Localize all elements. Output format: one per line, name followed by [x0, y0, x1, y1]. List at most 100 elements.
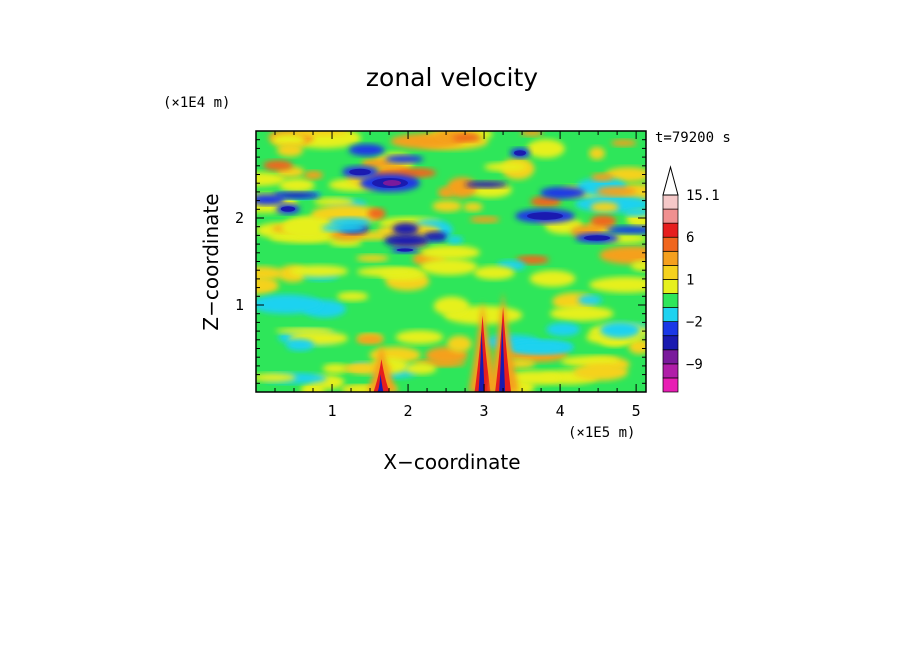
- contour-blob: [539, 186, 586, 199]
- contour-blob: [588, 147, 606, 160]
- contour-blob: [256, 276, 279, 295]
- contour-blob: [356, 266, 421, 277]
- contour-blob: [286, 339, 314, 351]
- contour-field: [256, 131, 646, 392]
- contour-blob: [514, 150, 526, 156]
- contour-blob: [280, 217, 336, 239]
- contour-blob: [600, 322, 640, 338]
- contour-blob: [527, 212, 563, 220]
- contour-blob: [342, 365, 370, 372]
- contour-blob: [520, 131, 544, 137]
- contour-blob: [420, 245, 481, 260]
- colorbar-extend-arrow: [662, 165, 679, 196]
- contour-blob: [384, 155, 424, 163]
- contour-blob: [526, 139, 565, 159]
- colorbar-band: [662, 307, 679, 322]
- colorbar-band: [662, 236, 679, 252]
- contour-blob: [590, 202, 619, 213]
- contour-blob: [356, 254, 389, 262]
- contour-blob: [373, 359, 390, 392]
- contour-blobs: [256, 131, 646, 392]
- contour-blob: [329, 238, 363, 247]
- contour-blob: [256, 172, 286, 187]
- contour-blob: [420, 258, 478, 276]
- contour-blob: [623, 208, 646, 217]
- contour-blob: [596, 186, 637, 197]
- contour-blob: [263, 160, 294, 171]
- y-tick-label: 2: [235, 209, 244, 227]
- contour-blob: [504, 370, 561, 386]
- contour-blob: [463, 202, 483, 212]
- colorbar-label: −2: [686, 315, 703, 331]
- y-axis-label: Z−coordinate: [199, 193, 223, 330]
- contour-blob: [396, 248, 414, 252]
- contour-blob: [291, 131, 349, 136]
- contour-blob: [446, 177, 478, 198]
- contour-blob: [256, 194, 286, 205]
- contour-blob: [478, 330, 485, 392]
- colorbar-label: 6: [686, 230, 694, 246]
- contour-blob: [578, 295, 602, 305]
- y-axis-ticks: 12: [235, 139, 646, 384]
- contour-blob: [336, 291, 369, 302]
- colorbar-band: [662, 279, 679, 294]
- contour-blob: [367, 207, 386, 220]
- contour-blob: [303, 170, 323, 180]
- contour-blob: [573, 363, 629, 381]
- contour-blob: [473, 265, 515, 280]
- contour-blob: [275, 327, 334, 335]
- contour-blob: [630, 260, 646, 272]
- colorbar-band: [662, 335, 679, 351]
- contour-blob: [628, 338, 646, 355]
- contour-blob: [469, 216, 500, 223]
- contour-blob: [322, 363, 349, 374]
- contour-blob: [349, 168, 371, 176]
- contour-blob: [447, 236, 463, 244]
- contour-blob: [605, 167, 646, 183]
- contour-blob: [549, 305, 614, 322]
- contour-blob: [499, 321, 506, 392]
- contour-blob: [452, 134, 482, 142]
- contour-blob: [256, 294, 323, 314]
- colorbar-label: 1: [686, 272, 694, 288]
- contour-blob: [384, 234, 430, 248]
- contour-blob: [377, 374, 384, 392]
- contour-blob: [589, 276, 646, 293]
- contour-blob: [437, 186, 455, 198]
- contour-blob: [505, 341, 573, 353]
- x-tick-label: 5: [632, 402, 641, 420]
- colorbar-band: [662, 194, 679, 210]
- contour-blob: [446, 335, 472, 353]
- contour-blob: [383, 180, 401, 186]
- colorbar-band: [662, 321, 679, 337]
- x-tick-label: 2: [404, 402, 413, 420]
- contour-blob: [610, 139, 637, 147]
- contour-blob: [529, 270, 576, 287]
- contour-blob: [404, 362, 437, 375]
- colorbar-label: −9: [686, 357, 703, 373]
- contour-blob: [483, 162, 527, 172]
- y-unit-label: (×1E4 m): [163, 95, 230, 111]
- contour-blob: [280, 206, 296, 212]
- colorbar-band: [662, 250, 679, 266]
- contour-blob: [348, 144, 385, 156]
- x-tick-label: 1: [328, 402, 337, 420]
- colorbar-band: [662, 349, 679, 365]
- colorbar: 15.1 6 1 −2 −9: [662, 165, 720, 393]
- contour-blob: [515, 255, 550, 265]
- time-label: t=79200 s: [655, 130, 731, 146]
- contour-blob: [361, 158, 392, 169]
- contour-blob: [433, 296, 470, 316]
- contour-blob: [583, 235, 611, 241]
- contour-blob: [356, 334, 384, 345]
- contour-blob: [432, 200, 463, 212]
- colorbar-band: [662, 293, 679, 308]
- x-unit-label: (×1E5 m): [568, 425, 635, 441]
- x-axis-label: X−coordinate: [383, 450, 520, 474]
- colorbar-label: 15.1: [686, 188, 720, 204]
- contour-blob: [590, 173, 614, 182]
- contour-blob: [271, 134, 306, 147]
- x-tick-label: 3: [480, 402, 489, 420]
